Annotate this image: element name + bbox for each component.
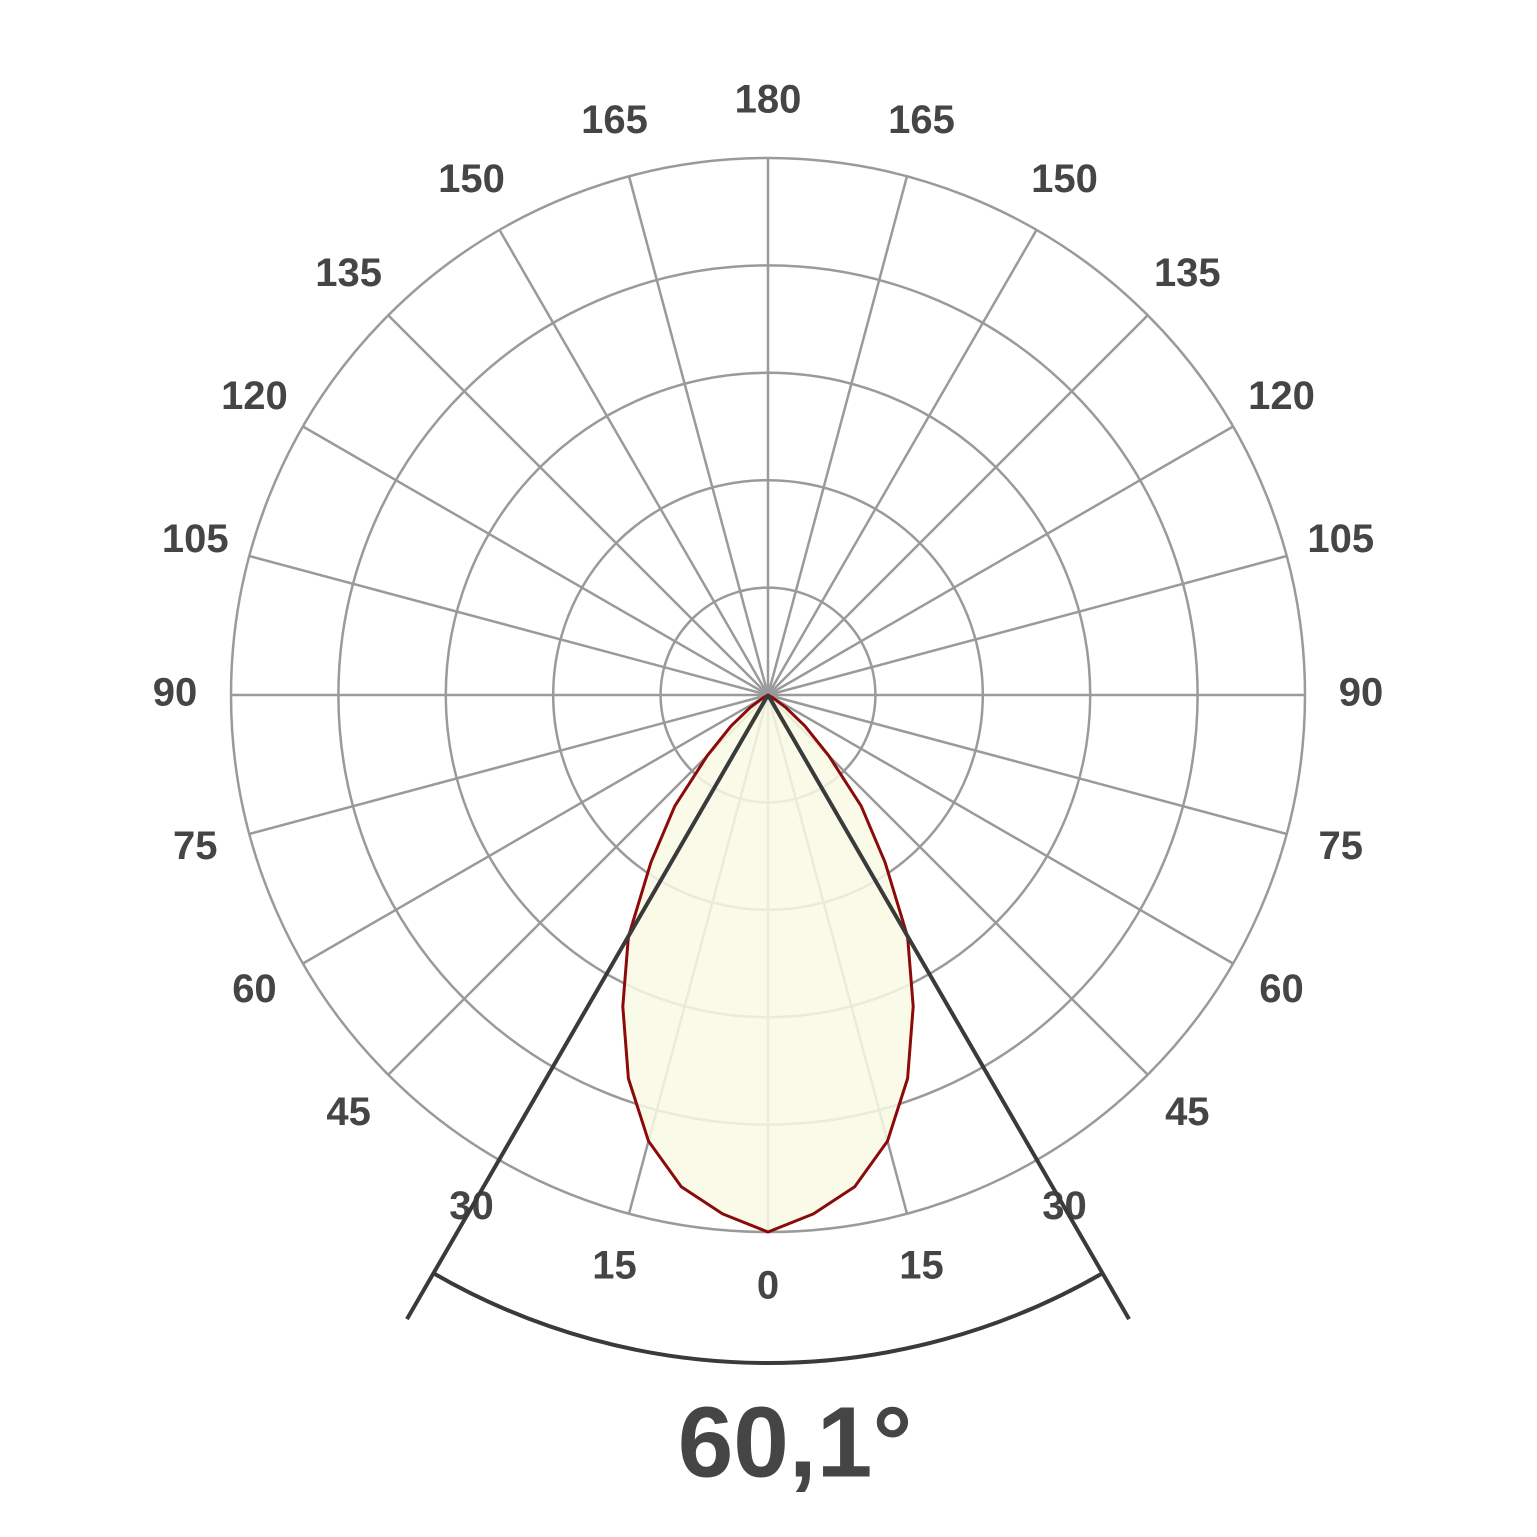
grid-spoke — [766, 229, 1038, 696]
grid-spoke — [767, 693, 1288, 836]
angle-tick-label: 45 — [326, 1090, 371, 1134]
angle-tick-label: 150 — [1031, 157, 1098, 201]
angle-tick-label: 15 — [899, 1243, 944, 1287]
beam-angle-label: 60,1° — [678, 1386, 913, 1498]
angle-tick-label: 135 — [1154, 251, 1221, 295]
angle-tick-label: 150 — [438, 157, 505, 201]
angle-tick-label: 90 — [153, 671, 198, 715]
grid-spoke — [302, 425, 769, 697]
angle-tick-label: 105 — [1307, 517, 1374, 561]
angle-tick-label: 60 — [232, 967, 277, 1011]
angle-tick-label: 60 — [1259, 967, 1304, 1011]
beam-line — [405, 693, 770, 1321]
angle-tick-label: 165 — [581, 98, 648, 142]
angle-tick-label: 90 — [1339, 671, 1384, 715]
grid-spoke — [387, 314, 769, 696]
beam-line — [766, 693, 1131, 1321]
angle-tick-label: 0 — [757, 1264, 779, 1308]
grid-spoke — [767, 425, 1234, 697]
grid-spoke — [627, 175, 770, 696]
angle-tick-label: 105 — [162, 517, 229, 561]
angle-tick-label: 165 — [888, 98, 955, 142]
grid-spoke — [248, 693, 769, 836]
grid-spoke — [498, 229, 770, 696]
beam-arc — [432, 1271, 1104, 1365]
grid-spoke — [767, 693, 1234, 965]
angle-tick-label: 180 — [735, 78, 802, 122]
angle-tick-label: 75 — [173, 824, 218, 868]
grid-spoke — [302, 693, 769, 965]
grid-spoke — [766, 175, 909, 696]
grid-spoke — [767, 554, 1288, 697]
angle-tick-label: 75 — [1319, 824, 1364, 868]
angle-tick-label: 15 — [592, 1243, 637, 1287]
grid-spoke — [767, 314, 1149, 696]
angle-tick-label: 120 — [1248, 374, 1315, 418]
angle-tick-label: 120 — [221, 374, 288, 418]
grid-spoke — [248, 554, 769, 697]
angle-tick-label: 135 — [315, 251, 382, 295]
angle-tick-label: 45 — [1165, 1090, 1210, 1134]
intensity-curve — [621, 693, 915, 1234]
